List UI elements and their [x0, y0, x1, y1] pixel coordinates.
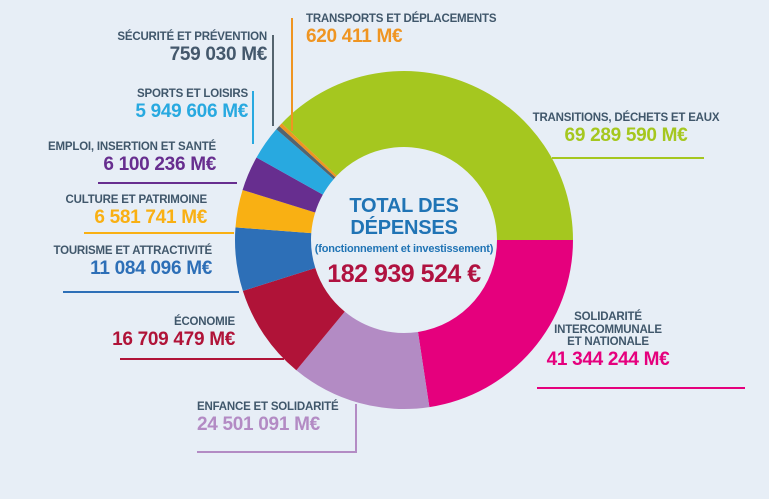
category-name: SPORTS ET LOISIRS: [137, 88, 248, 100]
category-value: 69 289 590 M€: [564, 124, 688, 146]
category-value: 6 100 236 M€: [103, 153, 216, 175]
category-value: 5 949 606 M€: [135, 100, 248, 122]
category-name: CULTURE ET PATRIMOINE: [65, 194, 208, 206]
slice-culture: [235, 189, 316, 234]
category-name: SOLIDARITÉ: [574, 311, 642, 323]
label-culture: CULTURE ET PATRIMOINE 6 581 741 M€: [65, 194, 208, 229]
label-sports: SPORTS ET LOISIRS 5 949 606 M€: [135, 88, 248, 123]
slice-enfance: [296, 311, 430, 409]
slice-solidarite: [417, 240, 573, 408]
connector-line-enfance: [197, 404, 357, 453]
category-name: ENFANCE ET SOLIDARITÉ: [197, 401, 339, 413]
slice-sports: [256, 129, 334, 195]
category-value: 16 709 479 M€: [112, 328, 235, 350]
slice-transitions: [281, 71, 573, 241]
category-value: 6 581 741 M€: [94, 206, 207, 228]
slice-transports: [279, 123, 337, 178]
slice-securite: [276, 125, 336, 180]
category-name: ÉCONOMIE: [173, 316, 235, 328]
label-securite: SÉCURITÉ ET PRÉVENTION 759 030 M€: [117, 31, 267, 66]
label-economie: ÉCONOMIE 16 709 479 M€: [112, 316, 235, 351]
label-transports: TRANSPORTS ET DÉPLACEMENTS 620 411 M€: [306, 13, 497, 48]
chart-subtitle: (fonctionnement et investissement): [314, 243, 494, 256]
label-enfance: ENFANCE ET SOLIDARITÉ 24 501 091 M€: [197, 401, 339, 436]
category-name: SÉCURITÉ ET PRÉVENTION: [117, 31, 267, 43]
category-value: 11 084 096 M€: [90, 257, 212, 279]
label-tourisme: TOURISME ET ATTRACTIVITÉ 11 084 096 M€: [53, 245, 212, 280]
category-name: INTERCOMMUNALE: [554, 323, 662, 336]
label-transitions: TRANSITIONS, DÉCHETS ET EAUX 69 289 590 …: [533, 112, 720, 147]
label-solidarite: SOLIDARITÉ INTERCOMMUNALE ET NATIONALE 4…: [547, 311, 670, 371]
label-emploi: EMPLOI, INSERTION ET SANTÉ 6 100 236 M€: [48, 141, 216, 176]
chart-total-value: 182 939 524 €: [327, 260, 481, 289]
category-name: TRANSPORTS ET DÉPLACEMENTS: [306, 13, 497, 25]
category-value: 759 030 M€: [169, 43, 268, 65]
category-name: TOURISME ET ATTRACTIVITÉ: [53, 245, 212, 257]
chart-title: TOTAL DES DÉPENSES: [349, 195, 459, 239]
category-name: EMPLOI, INSERTION ET SANTÉ: [48, 141, 216, 153]
category-name: ET NATIONALE: [567, 336, 649, 349]
slice-economie: [242, 268, 345, 371]
category-value: 620 411 M€: [306, 25, 403, 47]
slice-emploi: [242, 157, 323, 213]
slice-tourisme: [235, 227, 316, 291]
category-value: 24 501 091 M€: [197, 413, 320, 435]
category-value: 41 344 244 M€: [546, 348, 670, 370]
category-name: TRANSITIONS, DÉCHETS ET EAUX: [532, 112, 720, 124]
